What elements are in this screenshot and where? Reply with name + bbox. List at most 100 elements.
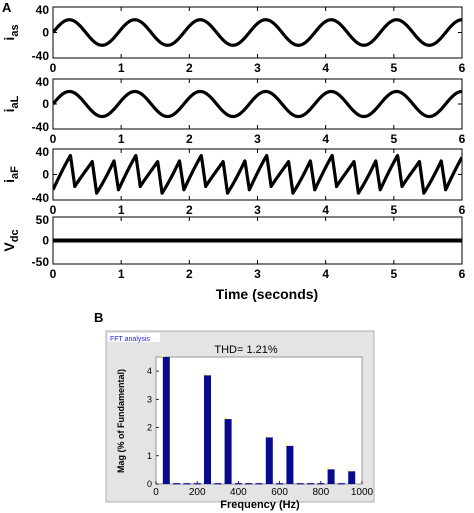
fft-bar-highlight: [203, 373, 205, 376]
y-tick-label: -40: [32, 49, 50, 63]
fft-bar-highlight: [223, 417, 226, 420]
x-tick-label: 4: [322, 61, 329, 75]
fft-title: THD= 1.21%: [214, 344, 277, 356]
fft-y-tick-label: 4: [147, 366, 152, 376]
x-tick-label: 2: [186, 267, 193, 281]
fft-bar: [204, 375, 211, 484]
x-tick-label: 6: [459, 267, 466, 281]
fft-bar: [265, 437, 273, 484]
x-tick-label: 2: [186, 61, 193, 75]
fft-y-tick-label: 3: [147, 394, 152, 404]
x-tick-label: 4: [322, 267, 329, 281]
plot-frame: [52, 6, 463, 59]
y-tick-label: -40: [32, 120, 50, 134]
x-tick-label: 0: [50, 267, 57, 281]
fft-x-tick-label: 400: [230, 487, 247, 498]
x-tick-label: 4: [322, 203, 329, 217]
x-tick-label: 2: [186, 132, 193, 146]
fft-bar-highlight: [347, 469, 350, 472]
fft-plot-area: [155, 356, 363, 485]
fft-x-tick-label: 1000: [351, 487, 374, 498]
fft-bar: [348, 471, 356, 484]
fft-bar: [317, 483, 325, 485]
x-tick-label: 3: [254, 267, 261, 281]
y-tick-label: 0: [42, 97, 49, 111]
fft-bar-highlight: [326, 467, 329, 470]
x-tick-label: 0: [50, 132, 57, 146]
fft-x-tick-label: 800: [312, 487, 329, 498]
x-tick-label: 5: [390, 203, 397, 217]
fft-bar: [276, 483, 284, 485]
x-tick-label: 6: [459, 203, 466, 217]
fft-bar: [307, 483, 314, 485]
x-tick-label: 5: [390, 132, 397, 146]
fft-bar: [255, 483, 263, 485]
x-tick-label: 6: [459, 61, 466, 75]
fft-bar: [327, 469, 335, 484]
fft-title-highlight: [108, 333, 160, 342]
fft-bar: [173, 483, 181, 485]
fft-y-tick-label: 2: [147, 423, 152, 433]
time-axis-label: Time (seconds): [216, 286, 318, 302]
x-tick-label: 6: [459, 132, 466, 146]
fft-y-tick-label: 1: [147, 451, 152, 461]
fft-y-tick-label: 0: [147, 479, 152, 489]
x-tick-label: 4: [322, 132, 329, 146]
y-axis-label: ias: [1, 24, 21, 40]
x-tick-label: 5: [390, 267, 397, 281]
fft-bar-highlight: [264, 435, 267, 438]
x-tick-label: 3: [254, 132, 261, 146]
y-tick-label: 40: [36, 3, 50, 17]
fft-bar: [162, 357, 170, 484]
fft-x-tick-label: 600: [271, 487, 288, 498]
fft-bar-highlight: [285, 443, 288, 446]
panel-label-b: B: [94, 310, 103, 325]
x-tick-label: 5: [390, 61, 397, 75]
y-tick-label: -40: [32, 191, 50, 205]
panel-label-a: A: [2, 0, 12, 15]
fft-bar: [337, 483, 345, 485]
signal-trace: [53, 89, 462, 119]
fft-bar: [183, 483, 191, 485]
y-axis-label: iaL: [1, 95, 21, 112]
y-tick-label: -50: [32, 255, 50, 269]
plot-frame: [52, 78, 463, 130]
fft-bar-highlight: [161, 355, 164, 357]
fft-ylabel: Mag (% of Fundamental): [116, 369, 126, 473]
y-axis-label: Vdc: [1, 229, 21, 251]
fft-xlabel: Frequency (Hz): [220, 499, 300, 511]
fft-bar: [245, 483, 253, 485]
x-tick-label: 3: [254, 203, 261, 217]
x-tick-label: 1: [118, 61, 125, 75]
fft-x-tick-label: 0: [153, 487, 159, 498]
fft-x-tick-label: 200: [189, 487, 206, 498]
x-tick-label: 1: [118, 203, 125, 217]
y-tick-label: 40: [36, 75, 50, 89]
fft-bar: [234, 483, 242, 485]
fft-bar: [286, 445, 294, 484]
x-tick-label: 1: [118, 267, 125, 281]
fft-bar: [214, 483, 222, 485]
fft-window-title: FFT analysis: [110, 336, 150, 343]
x-tick-label: 0: [50, 203, 57, 217]
y-tick-label: 40: [36, 145, 50, 159]
y-axis-label: iaF: [1, 166, 21, 183]
y-tick-label: 50: [36, 213, 50, 227]
fft-bar: [296, 483, 304, 485]
signal-trace: [53, 18, 462, 47]
y-tick-label: 0: [42, 168, 49, 182]
x-tick-label: 2: [186, 203, 193, 217]
x-tick-label: 1: [118, 132, 125, 146]
signal-trace: [53, 153, 462, 195]
fft-bar: [193, 483, 201, 485]
y-tick-label: 0: [42, 26, 49, 40]
x-tick-label: 3: [254, 61, 261, 75]
x-tick-label: 0: [50, 61, 57, 75]
fft-window: FFT analysis THD= 1.21% Mag (% of Fundam…: [105, 330, 375, 511]
fft-bar: [224, 419, 232, 484]
